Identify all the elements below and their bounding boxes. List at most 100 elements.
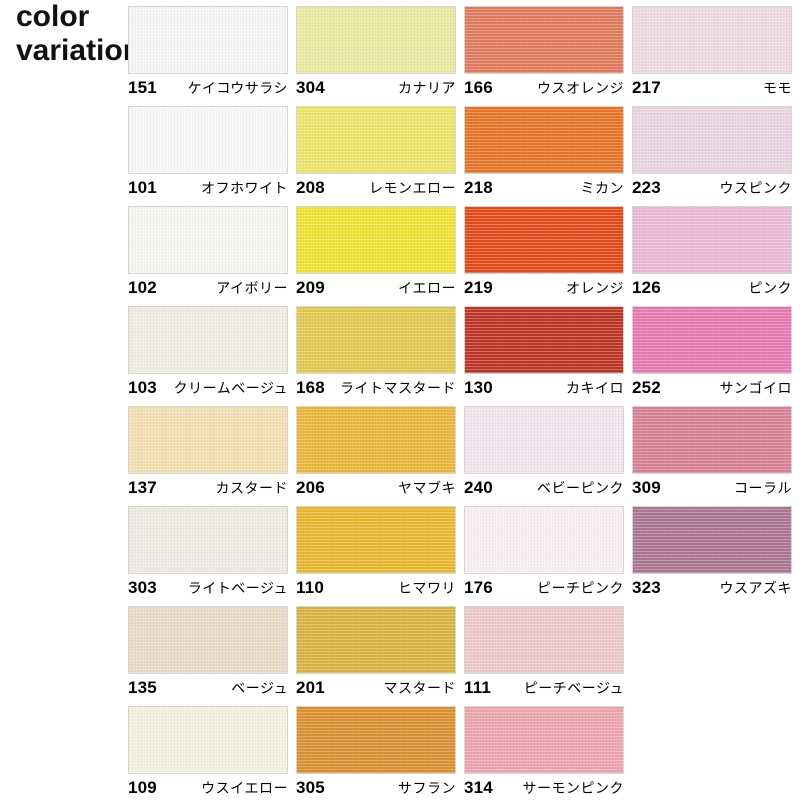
swatch-image <box>128 706 288 774</box>
swatch-labels: 304 カナリア <box>296 78 456 98</box>
swatch-image <box>296 706 456 774</box>
swatch-number: 219 <box>464 278 493 297</box>
swatch-image <box>632 106 792 174</box>
swatch-labels: 206 ヤマブキ <box>296 478 456 498</box>
swatch-image <box>464 106 624 174</box>
swatch-name: クリームベージュ <box>173 380 288 396</box>
swatch-image <box>128 106 288 174</box>
swatch-labels: 176 ピーチピンク <box>464 578 624 598</box>
swatch-number: 103 <box>128 378 157 397</box>
swatch-name: モモ <box>763 80 792 96</box>
swatch-labels: 201 マスタード <box>296 678 456 698</box>
swatch-number: 218 <box>464 178 493 197</box>
swatch-image <box>632 406 792 474</box>
swatch-number: 126 <box>632 278 661 297</box>
swatch-labels: 101 オフホワイト <box>128 178 288 198</box>
swatch-number: 206 <box>296 478 325 497</box>
swatch-labels: 240 ベビーピンク <box>464 478 624 498</box>
swatch-cell: 168 ライトマスタード <box>296 300 464 400</box>
swatch-name: ウスアズキ <box>719 580 792 596</box>
swatch-name: マスタード <box>383 680 456 696</box>
swatch-image <box>128 306 288 374</box>
swatch-cell: 137 カスタード <box>128 400 296 500</box>
swatch-name: カキイロ <box>566 380 624 396</box>
swatch-cell: 102 アイボリー <box>128 200 296 300</box>
swatch-image <box>632 6 792 74</box>
swatch-name: レモンエロー <box>369 180 456 196</box>
swatch-number: 314 <box>464 778 493 797</box>
page-title-line1: color <box>16 0 90 33</box>
swatch-labels: 303 ライトベージュ <box>128 578 288 598</box>
swatch-image <box>296 506 456 574</box>
swatch-name: ミカン <box>580 180 624 196</box>
swatch-name: ピーチピンク <box>537 580 624 596</box>
swatch-image <box>128 6 288 74</box>
swatch-number: 110 <box>296 578 325 597</box>
swatch-number: 208 <box>296 178 325 197</box>
swatch-image <box>296 206 456 274</box>
swatch-image <box>464 406 624 474</box>
swatch-name: ウスイエロー <box>201 780 288 796</box>
swatch-name: アイボリー <box>216 280 288 296</box>
swatch-number: 201 <box>296 678 325 697</box>
swatch-number: 309 <box>632 478 661 497</box>
swatch-labels: 168 ライトマスタード <box>296 378 456 398</box>
swatch-image <box>128 606 288 674</box>
swatch-name: ウスピンク <box>719 180 792 196</box>
swatch-name: ベビーピンク <box>537 480 624 496</box>
swatch-cell: 208 レモンエロー <box>296 100 464 200</box>
swatch-labels: 314 サーモンピンク <box>464 778 624 798</box>
swatch-labels: 252 サンゴイロ <box>632 378 792 398</box>
page-title: color variation <box>16 0 141 68</box>
swatch-image <box>296 606 456 674</box>
swatch-image <box>632 306 792 374</box>
swatch-labels: 208 レモンエロー <box>296 178 456 198</box>
swatch-cell: 135 ベージュ <box>128 600 296 700</box>
swatch-cell: 240 ベビーピンク <box>464 400 632 500</box>
swatch-cell: 314 サーモンピンク <box>464 700 632 800</box>
swatch-labels: 166 ウスオレンジ <box>464 78 624 98</box>
swatch-number: 166 <box>464 78 493 97</box>
swatch-labels: 209 イエロー <box>296 278 456 298</box>
swatch-cell: 176 ピーチピンク <box>464 500 632 600</box>
swatch-name: カナリア <box>398 80 456 96</box>
swatch-name: コーラル <box>734 480 792 496</box>
swatch-number: 303 <box>128 578 157 597</box>
swatch-labels: 151 ケイコウサラシ <box>128 78 288 98</box>
swatch-image <box>296 406 456 474</box>
swatch-image <box>464 506 624 574</box>
swatch-image <box>632 506 792 574</box>
swatch-cell: 101 オフホワイト <box>128 100 296 200</box>
swatch-number: 217 <box>632 78 661 97</box>
swatch-cell: 309 コーラル <box>632 400 800 500</box>
swatch-name: ライトベージュ <box>187 580 288 596</box>
swatch-cell: 219 オレンジ <box>464 200 632 300</box>
swatch-number: 130 <box>464 378 493 397</box>
swatch-name: カスタード <box>215 480 288 496</box>
swatch-cell: 209 イエロー <box>296 200 464 300</box>
swatch-labels: 130 カキイロ <box>464 378 624 398</box>
swatch-cell: 130 カキイロ <box>464 300 632 400</box>
swatch-name: ライトマスタード <box>340 380 456 396</box>
swatch-name: ヒマワリ <box>398 580 456 596</box>
swatch-cell: 111 ピーチベージュ <box>464 600 632 700</box>
swatch-grid: 151 ケイコウサラシ 304 カナリア 166 ウスオレンジ 217 モモ 1… <box>128 0 800 800</box>
swatch-image <box>296 106 456 174</box>
swatch-number: 209 <box>296 278 325 297</box>
swatch-image <box>128 206 288 274</box>
swatch-name: オレンジ <box>566 280 624 296</box>
swatch-cell: 110 ヒマワリ <box>296 500 464 600</box>
swatch-cell: 218 ミカン <box>464 100 632 200</box>
swatch-image <box>296 6 456 74</box>
swatch-image <box>632 206 792 274</box>
swatch-image <box>464 206 624 274</box>
swatch-cell: 217 モモ <box>632 0 800 100</box>
swatch-name: ピーチベージュ <box>523 680 624 696</box>
swatch-cell: 201 マスタード <box>296 600 464 700</box>
swatch-number: 109 <box>128 778 157 797</box>
swatch-number: 305 <box>296 778 325 797</box>
swatch-number: 168 <box>296 378 325 397</box>
swatch-labels: 219 オレンジ <box>464 278 624 298</box>
swatch-number: 176 <box>464 578 493 597</box>
swatch-labels: 110 ヒマワリ <box>296 578 456 598</box>
